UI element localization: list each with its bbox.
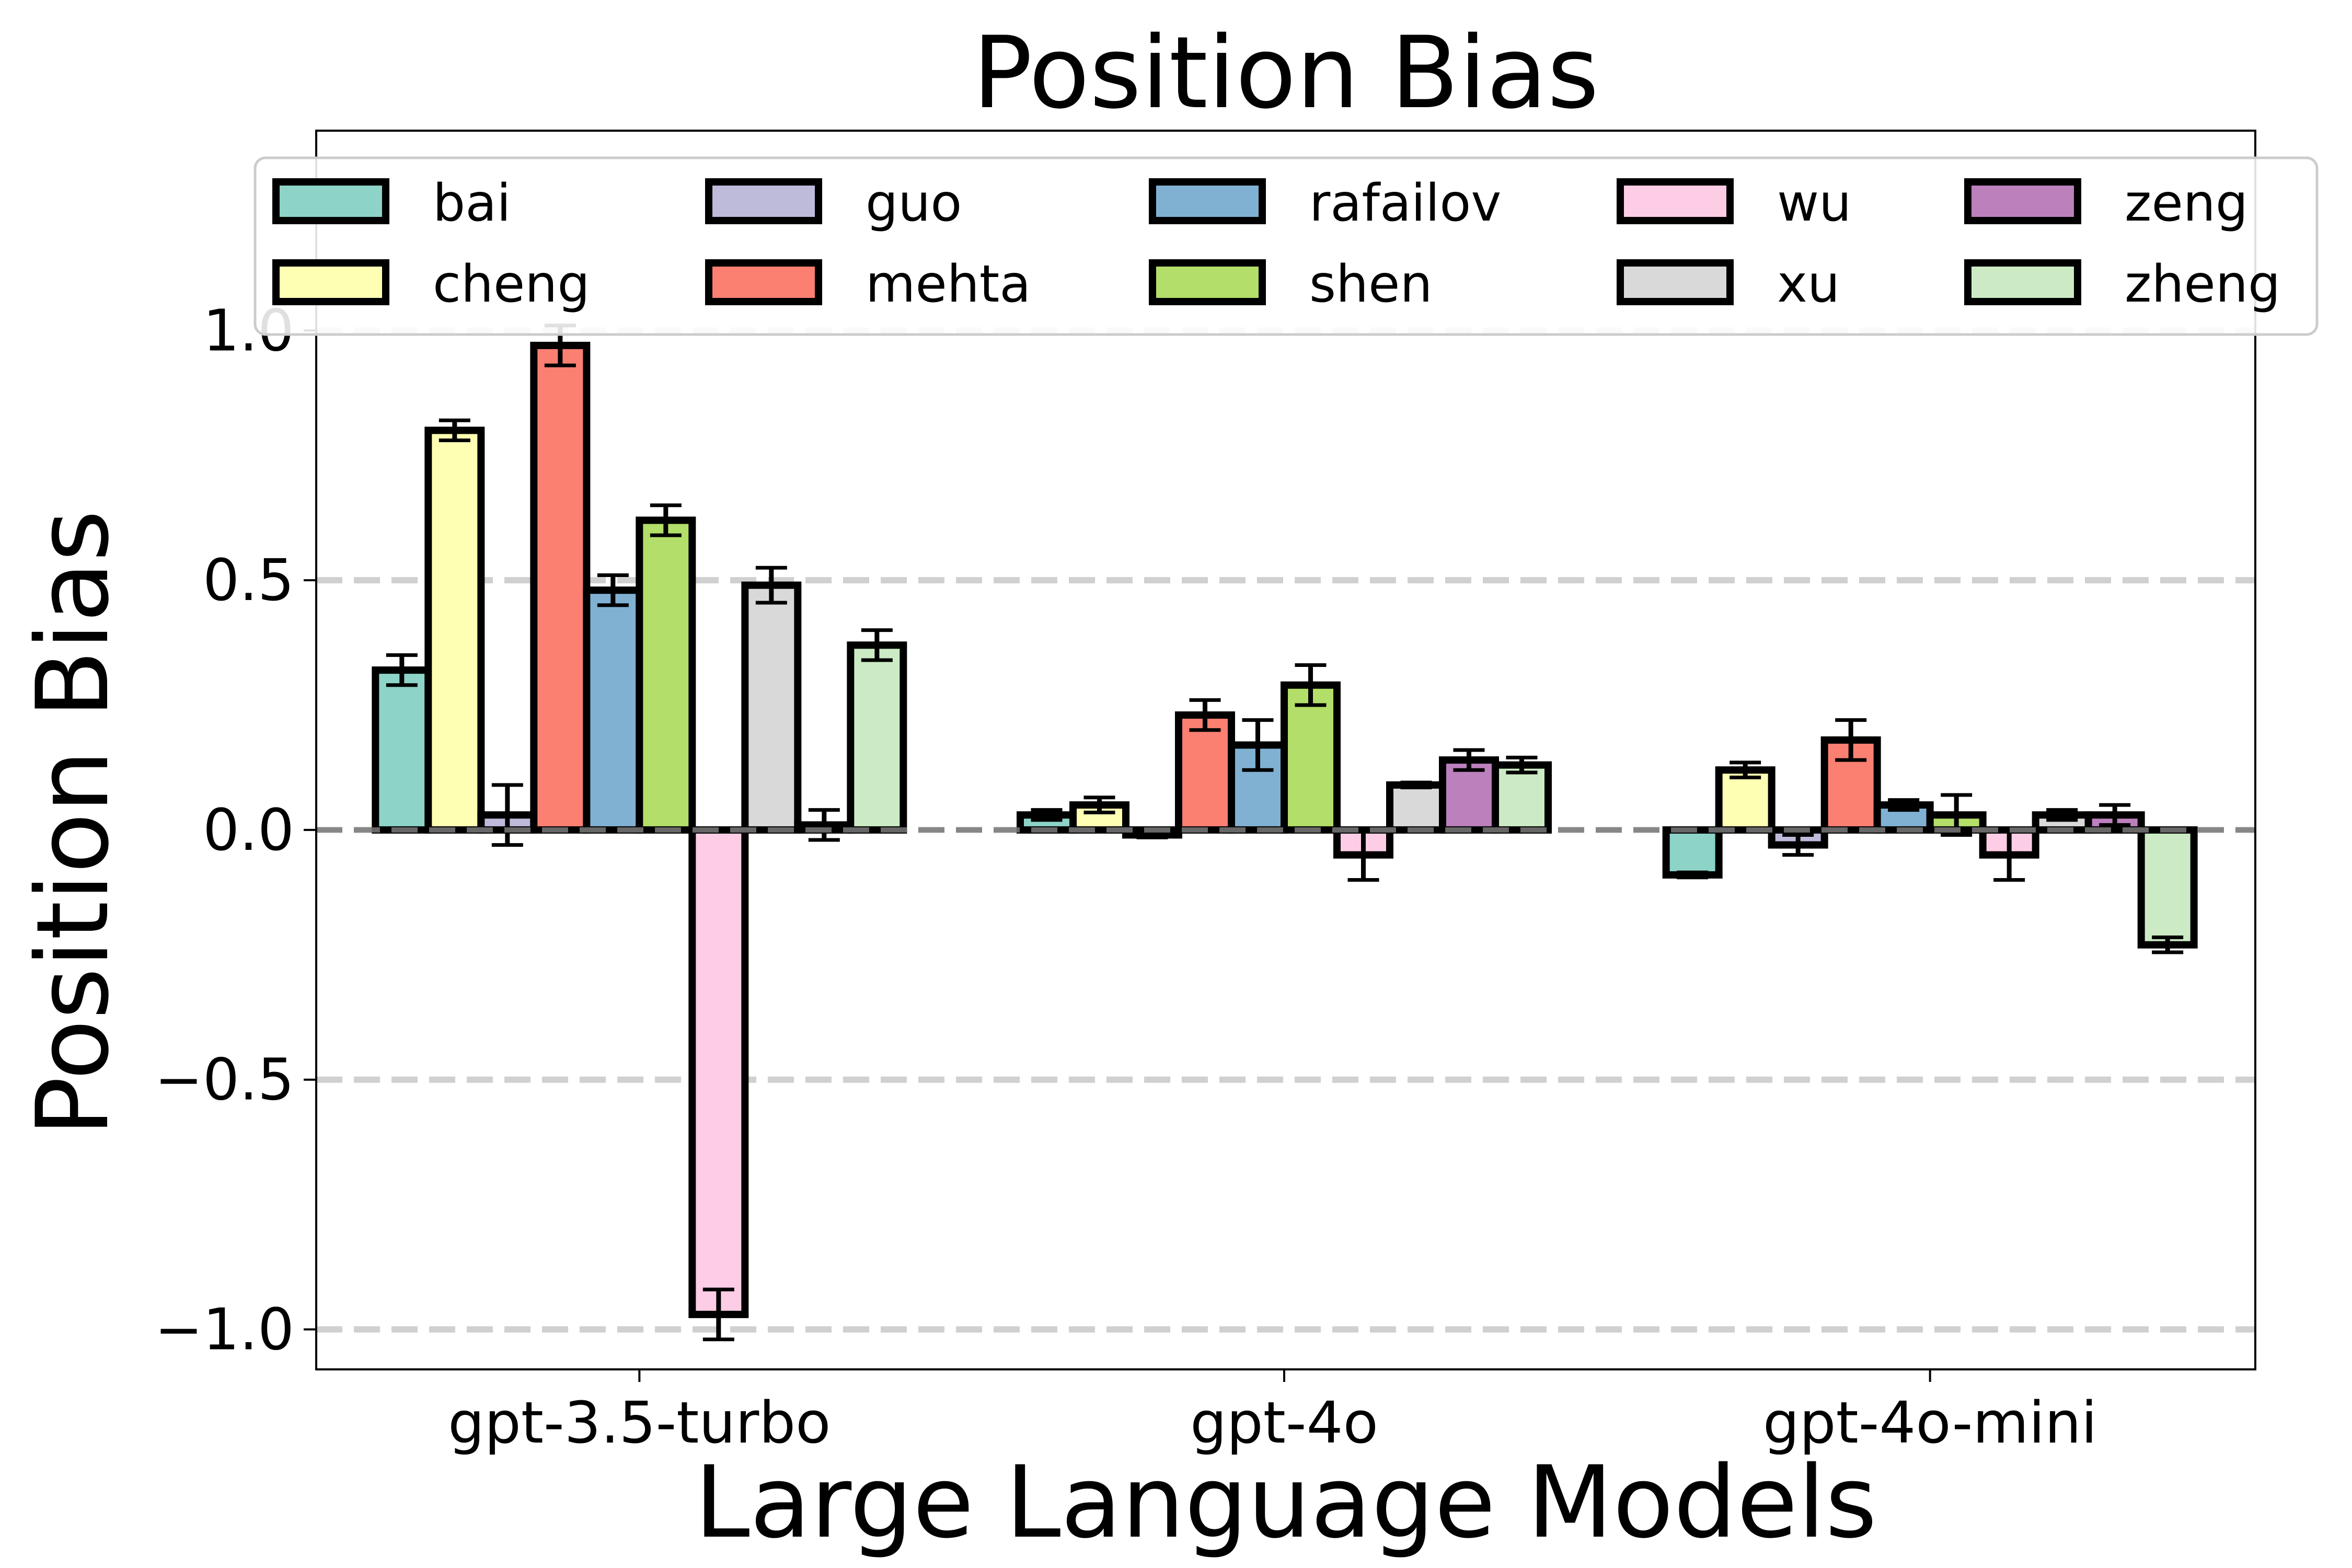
legend-label: bai bbox=[433, 174, 511, 233]
legend-swatch bbox=[705, 178, 822, 224]
bar bbox=[847, 641, 907, 834]
legend-label: zeng bbox=[2125, 174, 2248, 233]
x-tick-label: gpt-3.5-turbo bbox=[448, 1389, 831, 1456]
legend-swatch bbox=[705, 259, 822, 305]
bar bbox=[636, 516, 696, 834]
y-axis-title: Position Bias bbox=[15, 510, 131, 1137]
y-tick-label: 0.5 bbox=[203, 547, 294, 614]
legend-label: guo bbox=[866, 174, 962, 233]
bar bbox=[2137, 826, 2198, 949]
legend-swatch bbox=[1964, 178, 2081, 224]
y-tick-label: 0.0 bbox=[203, 797, 294, 863]
legend-swatch bbox=[1149, 178, 1266, 224]
x-tick-label: gpt-4o bbox=[1190, 1389, 1378, 1456]
bars bbox=[316, 324, 2255, 1342]
bar bbox=[583, 586, 643, 834]
legend-label: mehta bbox=[866, 255, 1031, 314]
legend-label: rafailov bbox=[1309, 174, 1501, 233]
bar bbox=[424, 426, 485, 834]
legend-swatch bbox=[1149, 259, 1266, 305]
x-axis-title: Large Language Models bbox=[695, 1445, 1877, 1560]
bar bbox=[1662, 826, 1723, 879]
x-tick-label: gpt-4o-mini bbox=[1763, 1389, 2097, 1456]
bar bbox=[1492, 761, 1552, 834]
y-tick-label: −0.5 bbox=[155, 1046, 294, 1113]
bar bbox=[1820, 736, 1881, 834]
legend-label: shen bbox=[1309, 255, 1433, 314]
bar bbox=[1386, 781, 1446, 834]
legend-swatch bbox=[1617, 259, 1734, 305]
plot-frame bbox=[315, 130, 2256, 1370]
legend-swatch bbox=[1964, 259, 2081, 305]
bar bbox=[1069, 801, 1129, 834]
legend-label: zheng bbox=[2125, 255, 2280, 314]
legend-swatch bbox=[272, 259, 389, 305]
legend-label: wu bbox=[1777, 174, 1851, 233]
legend-swatch bbox=[272, 178, 389, 224]
bar bbox=[741, 581, 802, 834]
bar bbox=[1175, 711, 1235, 834]
chart-title: Position Bias bbox=[973, 15, 1599, 131]
legend-label: cheng bbox=[433, 255, 590, 314]
legend-label: xu bbox=[1777, 255, 1840, 314]
bar bbox=[688, 826, 749, 1318]
bar bbox=[530, 341, 591, 834]
legend-swatch bbox=[1617, 178, 1734, 224]
y-tick-label: −1.0 bbox=[155, 1296, 294, 1363]
legend: bai cheng guo mehta rafailov shen wu xu zeng zhen… bbox=[253, 156, 2319, 336]
bar bbox=[372, 666, 432, 834]
